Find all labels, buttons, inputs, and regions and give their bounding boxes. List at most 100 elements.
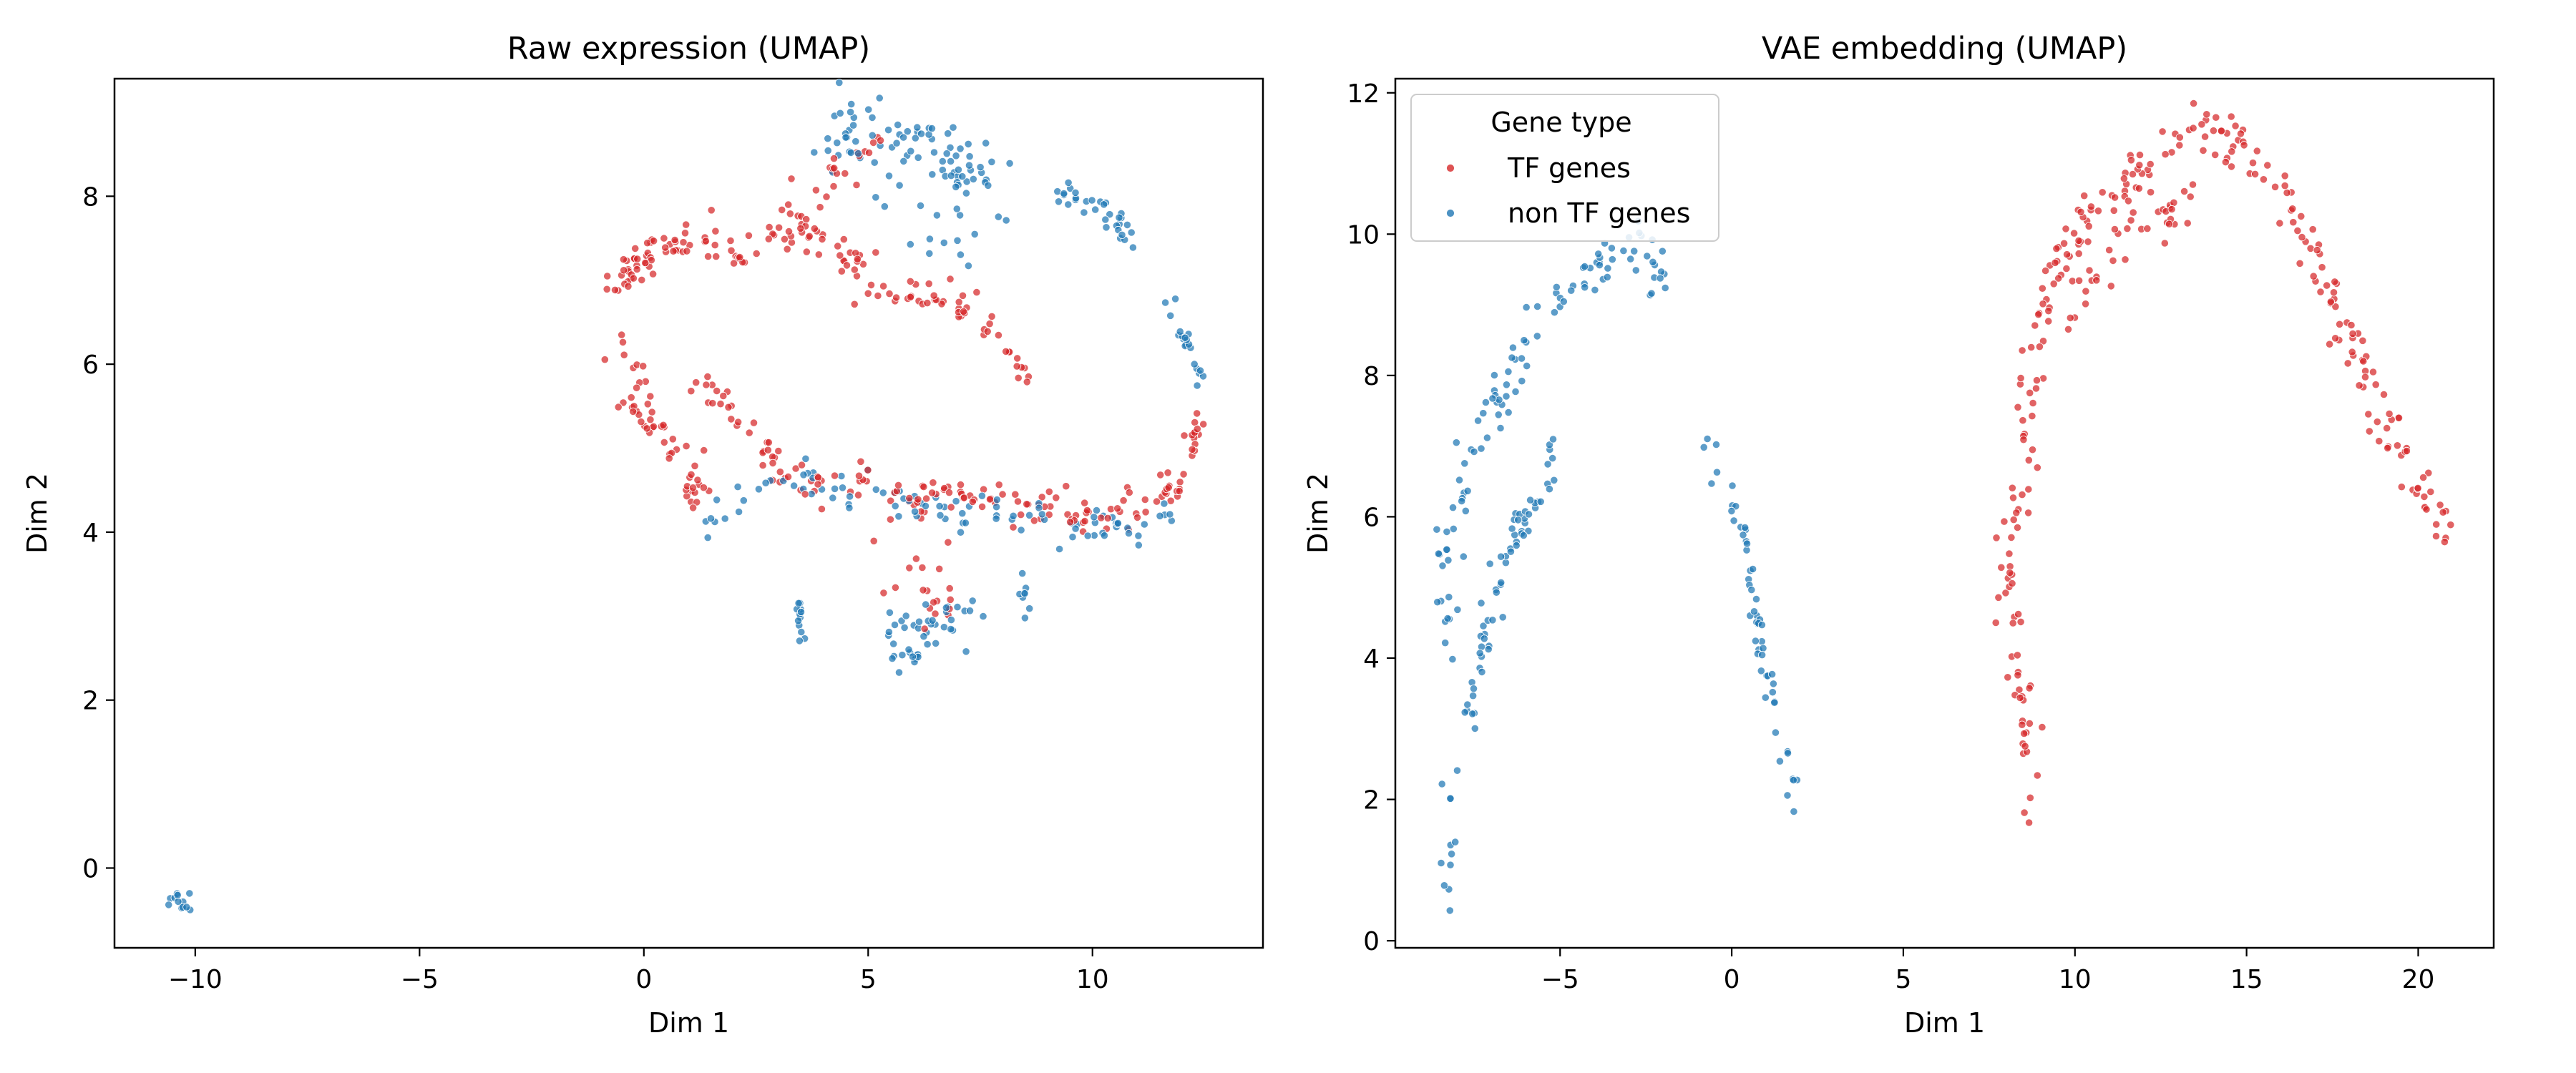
data-point-tf xyxy=(646,416,655,424)
data-point-tf xyxy=(727,246,736,255)
data-point-nontf xyxy=(942,150,951,158)
data-point-tf xyxy=(669,247,678,255)
data-point-nontf xyxy=(1728,481,1737,490)
data-point-nontf xyxy=(956,528,965,536)
data-point-nontf xyxy=(1481,398,1490,407)
data-point-nontf xyxy=(911,134,919,142)
data-point-nontf xyxy=(1619,246,1628,255)
data-point-nontf xyxy=(961,519,970,527)
data-point-nontf xyxy=(964,261,973,270)
data-point-tf xyxy=(1023,500,1031,509)
data-point-tf xyxy=(687,470,696,479)
data-point-nontf xyxy=(952,497,960,506)
data-point-tf xyxy=(2359,357,2368,366)
data-point-nontf xyxy=(946,143,955,152)
data-point-tf xyxy=(727,415,736,423)
scatter-points xyxy=(165,79,1208,914)
data-point-nontf xyxy=(1747,585,1756,594)
data-point-tf xyxy=(2375,437,2384,446)
data-point-tf xyxy=(1017,510,1025,519)
data-point-nontf xyxy=(1658,247,1667,255)
data-point-nontf xyxy=(1552,283,1561,291)
data-point-nontf xyxy=(1025,604,1034,613)
data-point-tf xyxy=(2129,208,2137,217)
data-point-tf xyxy=(2008,484,2016,492)
data-point-tf xyxy=(829,155,839,163)
data-point-nontf xyxy=(1790,807,1798,816)
data-point-tf xyxy=(2422,505,2431,514)
data-point-nontf xyxy=(1512,541,1521,550)
data-point-tf xyxy=(2033,771,2041,780)
data-point-tf xyxy=(712,252,721,261)
data-point-tf xyxy=(946,275,955,283)
data-point-tf xyxy=(729,259,738,268)
data-point-tf xyxy=(639,362,648,371)
data-point-nontf xyxy=(892,139,901,147)
data-point-nontf xyxy=(1661,283,1669,293)
data-point-nontf xyxy=(1479,409,1488,418)
data-point-tf xyxy=(660,438,668,447)
data-point-nontf xyxy=(1196,366,1205,375)
data-point-nontf xyxy=(1506,547,1515,556)
data-point-tf xyxy=(618,338,628,346)
data-point-tf xyxy=(619,255,628,264)
data-point-tf xyxy=(885,289,894,298)
data-point-nontf xyxy=(940,623,949,632)
data-point-tf xyxy=(764,438,773,447)
data-point-nontf xyxy=(1604,264,1612,273)
data-point-tf xyxy=(668,435,677,444)
data-point-tf xyxy=(2070,229,2079,237)
data-point-nontf xyxy=(1438,562,1447,570)
data-point-tf xyxy=(2016,373,2025,383)
data-point-tf xyxy=(924,280,933,288)
data-point-tf xyxy=(2394,413,2404,422)
data-point-nontf xyxy=(1643,252,1652,260)
data-point-tf xyxy=(2158,127,2167,136)
data-point-nontf xyxy=(1127,228,1136,237)
data-point-tf xyxy=(680,229,690,237)
data-point-tf xyxy=(2259,175,2268,184)
data-point-tf xyxy=(886,515,895,524)
data-point-tf xyxy=(912,554,921,563)
data-point-tf xyxy=(699,484,708,492)
data-point-tf xyxy=(839,235,848,244)
data-point-nontf xyxy=(1470,724,1479,733)
y-tick-label: 6 xyxy=(82,351,99,380)
data-point-nontf xyxy=(870,158,879,167)
data-point-nontf xyxy=(1100,200,1108,209)
data-point-nontf xyxy=(1101,215,1110,224)
data-point-tf xyxy=(744,231,753,240)
data-point-nontf xyxy=(1448,850,1456,858)
data-point-tf xyxy=(1175,486,1184,496)
data-point-tf xyxy=(2064,325,2073,333)
data-point-tf xyxy=(734,418,743,426)
data-point-nontf xyxy=(1443,527,1451,536)
data-point-tf xyxy=(752,249,761,258)
data-point-tf xyxy=(2024,509,2033,517)
data-point-tf xyxy=(687,387,696,396)
data-point-tf xyxy=(2051,258,2059,267)
data-point-tf xyxy=(2385,409,2394,418)
data-point-nontf xyxy=(1739,531,1747,539)
data-point-tf xyxy=(2016,693,2024,702)
data-point-nontf xyxy=(992,503,1001,511)
data-point-tf xyxy=(2066,313,2074,322)
data-point-nontf xyxy=(1526,496,1535,504)
data-point-tf xyxy=(2082,300,2090,308)
data-point-tf xyxy=(2383,423,2391,433)
data-point-tf xyxy=(956,480,965,489)
data-point-nontf xyxy=(958,509,967,518)
data-point-tf xyxy=(2221,158,2230,167)
data-point-tf xyxy=(2024,456,2033,464)
data-point-nontf xyxy=(938,157,947,166)
data-point-nontf xyxy=(182,903,191,911)
data-point-nontf xyxy=(1567,286,1576,295)
data-point-nontf xyxy=(854,149,863,158)
y-tick-label: 12 xyxy=(1347,79,1380,109)
data-point-nontf xyxy=(1495,396,1503,404)
data-point-tf xyxy=(629,274,638,283)
y-axis-ticks: 0 2 4 6 8 10 12 xyxy=(1347,79,1395,956)
data-point-tf xyxy=(874,291,882,300)
panel-raw-expression: −10 −5 0 5 10 0 2 4 6 8 Raw expression (UMAP) Di… xyxy=(21,31,1264,1039)
data-point-tf xyxy=(701,237,711,245)
